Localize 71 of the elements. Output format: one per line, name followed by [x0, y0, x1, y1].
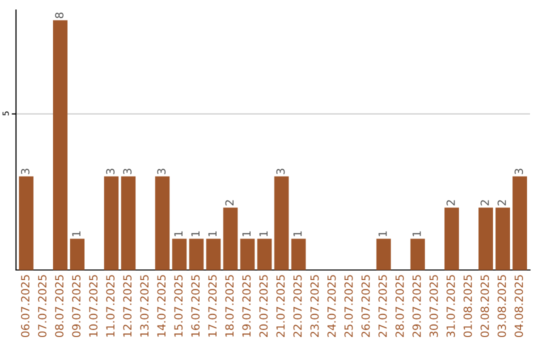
x-tick-label: 03.08.2025 [498, 275, 506, 338]
x-tick-label: 23.07.2025 [310, 275, 319, 337]
x-tick-label: 29.07.2025 [412, 275, 421, 337]
data-label: 3 [123, 168, 132, 174]
x-tick-label: 16.07.2025 [191, 275, 200, 337]
bar [240, 238, 255, 270]
x-tick-label: 01.08.2025 [464, 275, 472, 338]
x-tick-label: 22.07.2025 [293, 275, 302, 337]
data-label: 2 [446, 200, 455, 206]
x-tick-label: 09.07.2025 [72, 275, 80, 338]
x-tick-label: 30.07.2025 [430, 275, 438, 337]
data-label: 3 [21, 168, 30, 174]
x-tick-label: 19.07.2025 [242, 275, 251, 337]
bar [155, 176, 170, 270]
bar [410, 238, 425, 270]
x-tick-label: 07.07.2025 [38, 275, 46, 338]
data-label: 1 [242, 231, 251, 236]
x-tick-label: 26.07.2025 [361, 275, 370, 337]
bar [478, 208, 493, 270]
data-label: 1 [293, 231, 302, 236]
data-label: 2 [480, 200, 489, 206]
bar [104, 176, 119, 270]
data-label: 1 [378, 231, 387, 236]
data-label: 3 [157, 168, 166, 174]
x-tick-label: 20.07.2025 [259, 275, 268, 337]
data-label: 3 [514, 168, 524, 174]
data-label: 8 [55, 12, 64, 18]
x-tick-label: 14.07.2025 [157, 275, 166, 337]
bar [257, 238, 272, 270]
x-tick-label: 06.07.2025 [21, 275, 30, 338]
x-tick-label: 28.07.2025 [395, 275, 404, 337]
data-label: 1 [259, 231, 268, 236]
bar [512, 176, 528, 270]
x-tick-label: 25.07.2025 [344, 275, 353, 337]
x-tick-label: 27.07.2025 [378, 275, 387, 337]
bar [206, 238, 221, 270]
x-tick-label: 18.07.2025 [225, 275, 234, 337]
x-tick-label: 13.07.2025 [140, 275, 149, 337]
bar [291, 238, 306, 270]
data-label: 2 [498, 200, 506, 206]
data-label: 1 [208, 231, 216, 236]
x-tick-label: 15.07.2025 [174, 275, 183, 337]
bar [70, 238, 85, 270]
data-label: 1 [191, 231, 200, 236]
bar [223, 208, 238, 270]
x-tick-label: 10.07.2025 [89, 275, 98, 337]
data-label: 3 [106, 168, 115, 174]
bar [121, 176, 136, 270]
bar [189, 238, 204, 270]
x-tick-label: 24.07.2025 [327, 275, 336, 337]
data-label: 1 [72, 231, 80, 236]
x-tick-label: 31.07.2025 [446, 275, 455, 337]
x-tick-label: 21.07.2025 [276, 275, 285, 337]
x-tick-label: 17.07.2025 [208, 275, 217, 337]
bar [376, 238, 391, 270]
bar [18, 176, 34, 270]
bar [53, 20, 68, 270]
bar [274, 176, 289, 270]
bar [172, 238, 187, 270]
x-tick-label: 04.08.2025 [514, 275, 524, 338]
bar [496, 208, 510, 270]
x-tick-label: 02.08.2025 [480, 275, 489, 338]
x-tick-label: 11.07.2025 [106, 275, 115, 337]
y-tick-label: 5 [2, 112, 9, 116]
x-tick-label: 12.07.2025 [123, 275, 132, 337]
x-tick-label: 08.07.2025 [55, 275, 64, 338]
bar [444, 208, 459, 270]
data-label: 1 [174, 231, 182, 236]
data-label: 3 [276, 168, 285, 174]
data-label: 1 [412, 231, 421, 236]
data-label: 2 [225, 200, 234, 206]
